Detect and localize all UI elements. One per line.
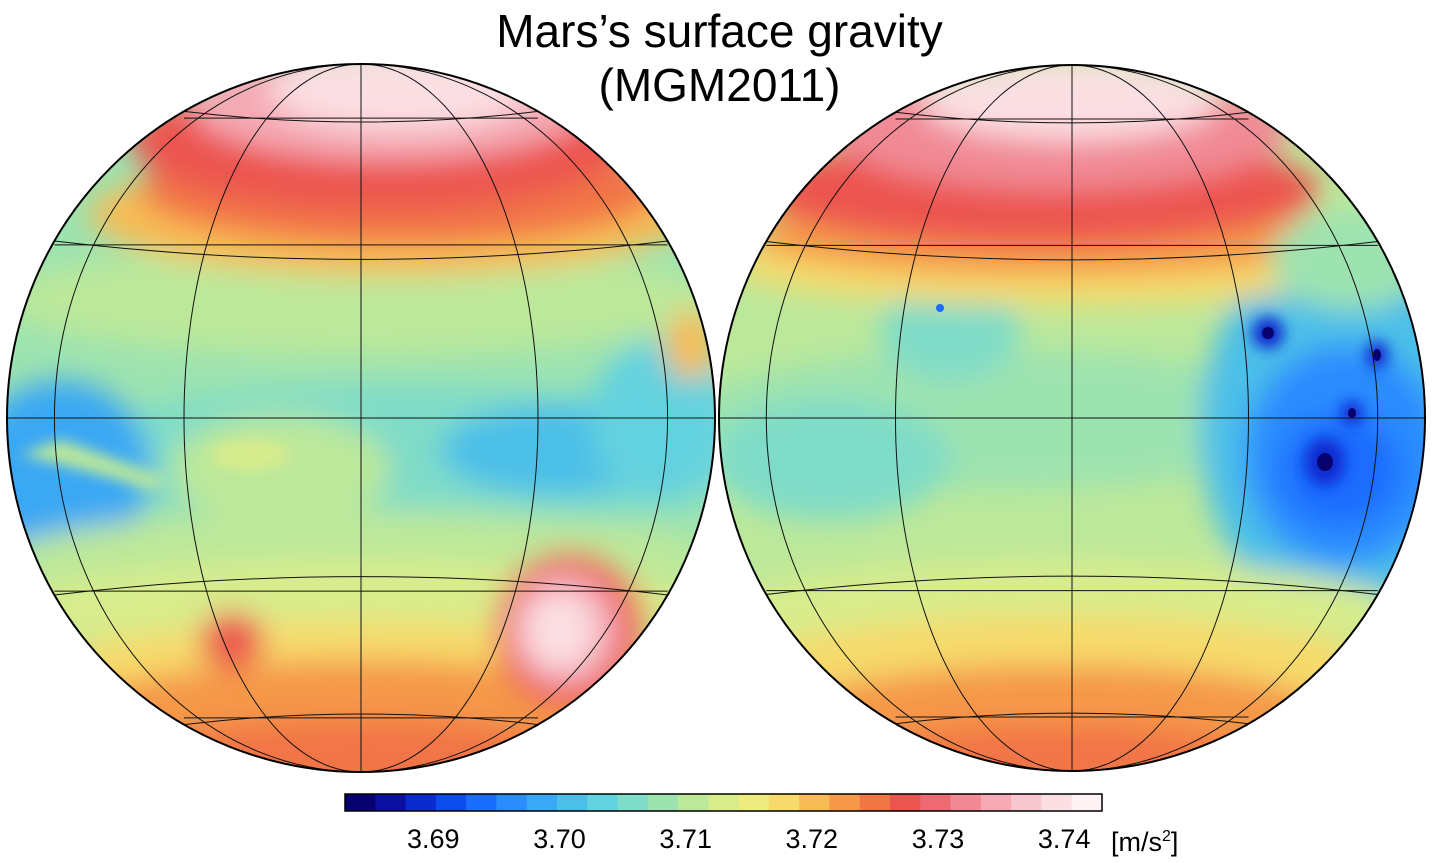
parallel-arc — [54, 240, 668, 260]
colorbar-swatch — [859, 794, 891, 811]
colorbar-border — [344, 793, 1103, 812]
figure-title: Mars’s surface gravity (MGM2011) — [0, 4, 1439, 112]
colorbar-swatch — [768, 794, 800, 811]
colorbar — [344, 793, 1103, 812]
colorbar-swatch — [556, 794, 588, 811]
unit-superscript: 2 — [1162, 828, 1171, 845]
left-hemisphere — [7, 64, 715, 772]
colorbar-swatch — [920, 794, 952, 811]
unit-suffix: ] — [1170, 827, 1179, 857]
colorbar-swatch — [678, 794, 709, 811]
unit-prefix: [m/s — [1111, 827, 1162, 857]
colorbar-unit-label: [m/s2] — [1111, 820, 1178, 859]
colorbar-tick-labels: 3.69 3.70 3.71 3.72 3.73 3.74 — [0, 824, 1439, 858]
parallel-arc — [54, 576, 668, 596]
colorbar-swatch — [980, 794, 1012, 811]
title-line-1: Mars’s surface gravity — [496, 5, 943, 57]
colorbar-swatch — [405, 794, 437, 811]
right-hemisphere — [719, 65, 1425, 771]
colorbar-swatch — [435, 794, 467, 811]
colorbar-swatch — [1011, 794, 1043, 811]
colorbar-tick-label: 3.70 — [533, 824, 586, 854]
colorbar-tick-label: 3.72 — [785, 824, 839, 854]
colorbar-tick-label: 3.71 — [659, 824, 712, 854]
left-graticule — [7, 64, 715, 772]
right-hemisphere-outline — [718, 64, 1426, 772]
colorbar-swatch — [829, 794, 861, 811]
colorbar-tick-label: 3.69 — [407, 824, 460, 854]
colorbar-swatch — [345, 794, 376, 811]
parallel-arc — [895, 111, 1249, 124]
colorbar-swatch — [950, 794, 982, 811]
colorbar-swatch — [1041, 794, 1073, 811]
colorbar-swatch — [496, 794, 528, 811]
colorbar-swatch — [799, 794, 831, 811]
parallel-arc — [895, 712, 1249, 725]
parallel-arc — [183, 110, 539, 123]
colorbar-swatch — [375, 794, 407, 811]
colorbar-swatch — [647, 794, 679, 811]
colorbar-swatch — [617, 794, 649, 811]
colorbar-tick-label: 3.74 — [1037, 824, 1091, 854]
colorbar-swatch — [526, 794, 558, 811]
parallel-arc — [766, 575, 1378, 595]
title-line-2: (MGM2011) — [598, 59, 841, 111]
colorbar-swatch — [587, 794, 619, 811]
colorbar-swatch — [466, 794, 497, 811]
colorbar-swatch — [890, 794, 921, 811]
parallel-arc — [183, 713, 539, 726]
right-graticule — [719, 65, 1425, 771]
colorbar-swatch — [708, 794, 740, 811]
parallel-arc — [766, 241, 1378, 261]
colorbar-swatch — [1071, 794, 1103, 811]
colorbar-swatch — [738, 794, 770, 811]
colorbar-tick-label: 3.73 — [911, 824, 965, 854]
left-hemisphere-outline — [6, 63, 716, 773]
